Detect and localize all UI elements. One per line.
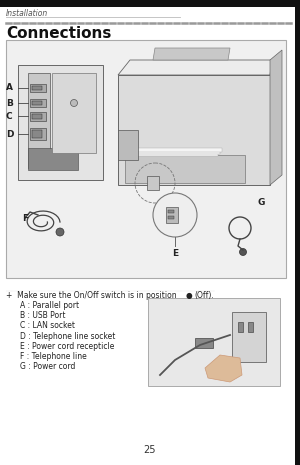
Polygon shape [118,60,272,75]
Text: A: A [6,84,13,93]
Text: B: B [6,99,13,107]
Bar [18,65,103,180]
Bar [6,40,286,278]
Circle shape [56,228,64,236]
Bar [238,322,243,332]
Text: G: G [257,198,264,206]
Circle shape [153,193,197,237]
Bar [132,148,222,152]
Bar [118,130,138,160]
Bar [30,128,46,140]
Bar [128,152,218,156]
Text: C: C [6,112,13,120]
Bar [168,216,174,219]
Text: E : Power cord recepticle: E : Power cord recepticle [20,342,114,351]
Bar [148,298,280,386]
Polygon shape [118,75,270,185]
Bar [130,150,220,154]
Bar [30,99,46,107]
Bar [195,338,213,348]
Text: 25: 25 [144,445,156,455]
Bar [125,155,245,183]
Bar [32,130,42,138]
Bar [232,312,266,362]
Text: C : LAN socket: C : LAN socket [20,321,75,331]
Text: +  Make sure the On/Off switch is in position: + Make sure the On/Off switch is in posi… [6,291,177,300]
Polygon shape [270,50,282,185]
Bar [166,207,178,223]
Text: (Off).: (Off). [194,291,214,300]
Bar [168,210,174,213]
Bar [32,101,42,105]
Bar [32,114,42,119]
Text: D : Telephone line socket: D : Telephone line socket [20,332,116,340]
Polygon shape [153,48,230,60]
Text: A : Parallel port: A : Parallel port [20,301,79,310]
Text: ●: ● [186,291,193,300]
Bar [28,148,78,170]
Bar [0,0,300,7]
Circle shape [239,248,247,255]
Polygon shape [205,355,242,382]
Text: D: D [6,129,14,139]
Bar [248,322,253,332]
Text: B : USB Port: B : USB Port [20,311,65,320]
Bar [52,73,96,153]
Bar [32,86,42,90]
Text: F: F [22,213,28,222]
Bar [30,84,46,92]
Bar [30,112,46,121]
Bar [28,73,50,168]
Text: G : Power cord: G : Power cord [20,362,75,371]
Circle shape [70,100,77,106]
Text: F : Telephone line: F : Telephone line [20,352,87,361]
Bar [147,176,159,190]
Text: E: E [172,249,178,258]
Text: Connections: Connections [6,27,111,41]
Text: Installation: Installation [6,8,48,18]
Bar [295,0,300,465]
